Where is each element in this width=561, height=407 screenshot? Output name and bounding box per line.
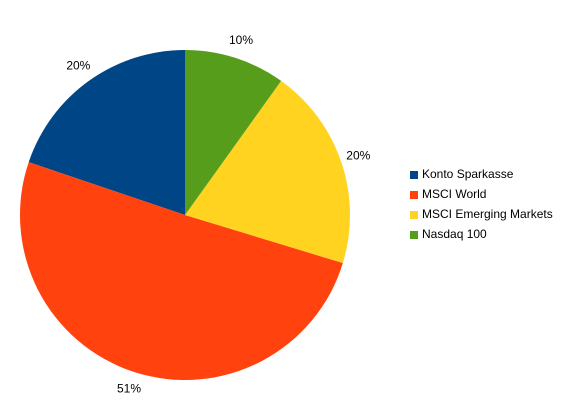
data-label: 20% — [346, 148, 370, 162]
legend-swatch — [410, 171, 418, 179]
data-label: 10% — [229, 33, 253, 47]
legend-label: Nasdaq 100 — [422, 227, 487, 241]
legend-label: Konto Sparkasse — [422, 167, 514, 181]
pie-slice — [28, 50, 185, 215]
pie-slice — [185, 50, 282, 215]
pie-slice — [185, 80, 350, 264]
legend-label: MSCI World — [422, 187, 486, 201]
legend-swatch — [410, 231, 418, 239]
data-label: 51% — [117, 381, 141, 395]
legend-label: MSCI Emerging Markets — [422, 207, 553, 221]
legend-swatch — [410, 211, 418, 219]
data-label: 20% — [66, 58, 90, 72]
legend-swatch — [410, 191, 418, 199]
pie-slice — [19, 162, 343, 381]
